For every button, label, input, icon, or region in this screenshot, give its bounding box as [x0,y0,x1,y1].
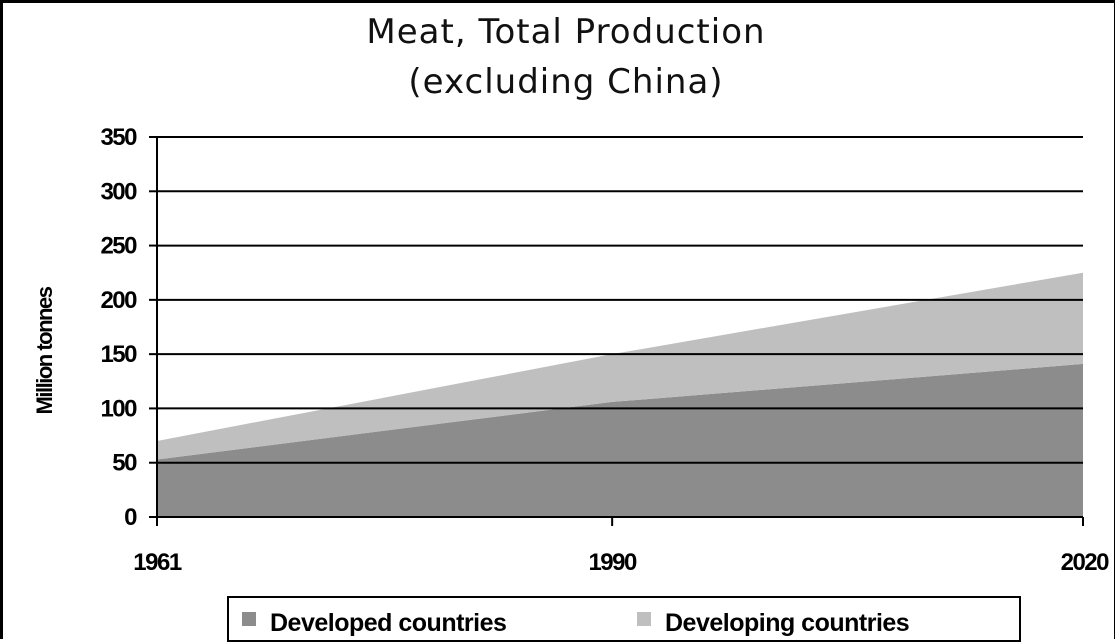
chart-title: Meat, Total Production [366,12,765,52]
x-tick-labels: 1961 1990 2020 [133,549,1110,576]
y-tick-label: 300 [100,178,137,205]
legend: Developed countries Developing countries [227,596,1021,642]
area-layer [157,272,1083,517]
legend-label: Developed countries [270,609,506,637]
y-tick-label: 0 [124,504,137,531]
y-tick-label: 200 [100,287,137,314]
axes [156,137,1084,526]
y-tick-label: 50 [112,450,137,477]
y-tick-label: 250 [100,233,137,260]
x-tick-label: 1990 [588,549,637,576]
legend-box [227,596,1021,642]
gridlines [149,136,1083,518]
area-series-0 [157,363,1083,517]
y-tick-label: 350 [100,124,137,151]
y-tick-labels: 0 50 100 150 200 250 300 350 [100,124,138,531]
x-tick-label: 2020 [1061,549,1110,576]
legend-label: Developing countries [665,609,909,637]
y-axis-label: Million tonnes [32,286,57,414]
legend-swatch [242,612,256,626]
legend-swatch [637,612,651,626]
y-tick-label: 100 [100,395,137,422]
chart-subtitle: (excluding China) [408,62,723,102]
x-tick-label: 1961 [133,549,182,576]
area-series-1 [157,272,1083,460]
y-tick-label: 150 [100,341,137,368]
